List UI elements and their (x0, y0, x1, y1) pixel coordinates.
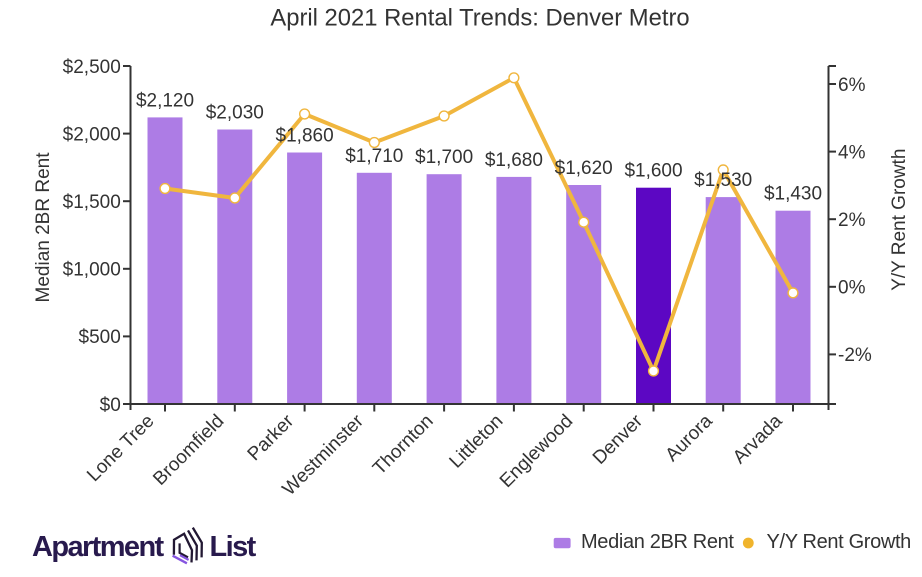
svg-text:$1,710: $1,710 (345, 146, 403, 167)
svg-text:$2,500: $2,500 (63, 57, 121, 78)
svg-text:4%: 4% (838, 142, 866, 163)
svg-text:2%: 2% (838, 210, 866, 231)
svg-text:$1,430: $1,430 (764, 184, 822, 205)
svg-text:0%: 0% (838, 278, 866, 299)
svg-text:List: List (210, 531, 257, 563)
svg-text:$0: $0 (100, 395, 121, 416)
svg-text:$1,530: $1,530 (694, 170, 752, 191)
svg-text:Y/Y Rent Growth: Y/Y Rent Growth (889, 149, 910, 291)
svg-text:Median 2BR Rent: Median 2BR Rent (33, 152, 54, 303)
svg-text:$1,700: $1,700 (415, 147, 473, 168)
svg-text:$500: $500 (79, 327, 121, 348)
svg-text:$2,000: $2,000 (63, 124, 121, 145)
svg-text:6%: 6% (838, 75, 866, 96)
svg-text:Median 2BR Rent: Median 2BR Rent (581, 531, 734, 553)
svg-text:$1,860: $1,860 (276, 126, 334, 147)
svg-text:Apartment: Apartment (32, 531, 165, 563)
svg-text:-2%: -2% (838, 345, 872, 366)
svg-text:April 2021 Rental Trends: Denv: April 2021 Rental Trends: Denver Metro (270, 5, 689, 32)
svg-text:$2,030: $2,030 (206, 103, 264, 124)
svg-text:$1,620: $1,620 (555, 158, 613, 179)
svg-text:$1,680: $1,680 (485, 150, 543, 171)
svg-text:Y/Y Rent Growth: Y/Y Rent Growth (767, 531, 911, 553)
svg-text:$1,600: $1,600 (624, 161, 682, 182)
svg-text:$1,500: $1,500 (63, 192, 121, 213)
svg-text:$2,120: $2,120 (136, 90, 194, 111)
svg-text:$1,000: $1,000 (63, 260, 121, 281)
